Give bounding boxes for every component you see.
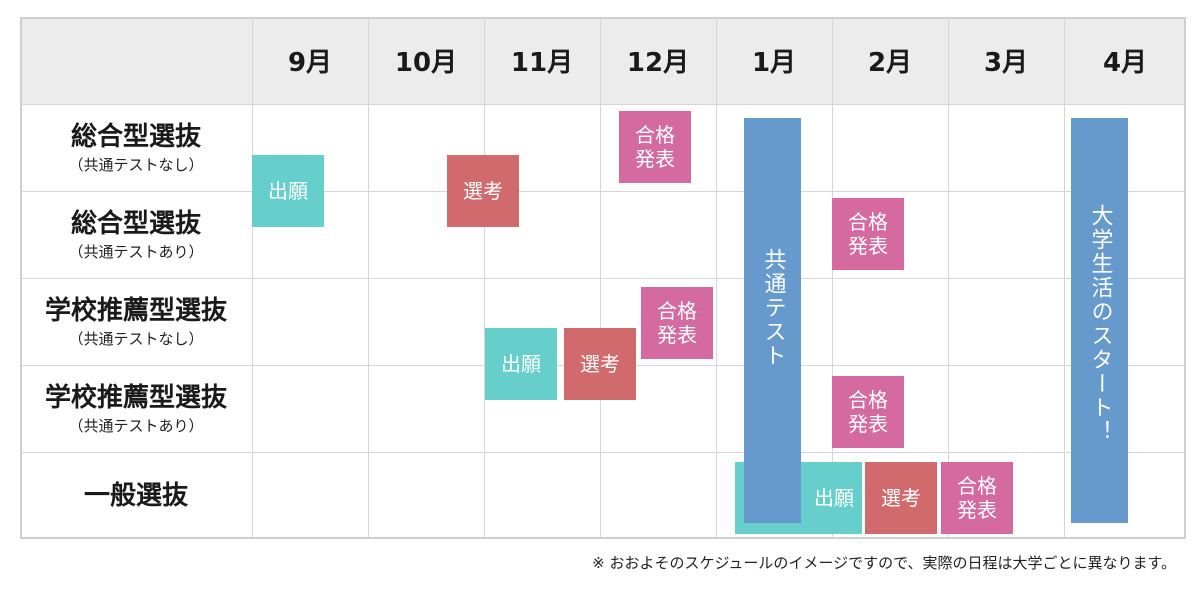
common-test-bar: 共通テスト <box>744 118 801 523</box>
grid-line <box>20 104 1186 105</box>
selection-bar: 選考 <box>447 155 519 227</box>
row-label-ippan: 一般選抜 <box>20 452 252 539</box>
month-header: 3月 <box>983 48 1029 78</box>
month-header: 12月 <box>626 48 690 78</box>
grid-line <box>20 278 1186 279</box>
month-header: 2月 <box>867 48 913 78</box>
row-title: 学校推薦型選抜 <box>44 295 227 326</box>
application-bar: 出願 <box>485 328 557 400</box>
row-label-sogo-no-test: 総合型選抜 （共通テストなし） <box>20 104 252 191</box>
result-label: 合格 発表 <box>848 210 888 258</box>
month-header: 11月 <box>510 48 574 78</box>
row-title: 一般選抜 <box>83 480 188 511</box>
month-header: 9月 <box>287 48 333 78</box>
result-bar: 合格 発表 <box>641 287 713 359</box>
selection-bar: 選考 <box>865 462 937 534</box>
month-header: 1月 <box>751 48 797 78</box>
grid-line <box>20 452 1186 453</box>
row-subtitle: （共通テストなし） <box>68 155 204 174</box>
row-subtitle: （共通テストなし） <box>68 329 204 348</box>
result-label: 合格 発表 <box>848 388 888 436</box>
month-header: 10月 <box>394 48 458 78</box>
result-label: 合格 発表 <box>657 299 697 347</box>
application-label: 出願 <box>501 352 541 376</box>
row-label-sogo-with-test: 総合型選抜 （共通テストあり） <box>20 191 252 278</box>
university-start-label: 大学生活のスタート！ <box>1087 204 1113 444</box>
row-subtitle: （共通テストあり） <box>68 242 204 261</box>
row-title: 総合型選抜 <box>70 208 201 239</box>
result-label: 合格 発表 <box>635 123 675 171</box>
result-bar: 合格 発表 <box>619 111 691 183</box>
university-start-bar: 大学生活のスタート！ <box>1071 118 1128 523</box>
grid-border <box>20 17 1186 539</box>
application-label: 出願 <box>814 486 854 510</box>
grid-line <box>20 191 1186 192</box>
header-row <box>20 17 1186 104</box>
row-label-suisen-with-test: 学校推薦型選抜 （共通テストあり） <box>20 365 252 452</box>
result-bar: 合格 発表 <box>832 198 904 270</box>
footnote: ※ おおよそのスケジュールのイメージですので、実際の日程は大学ごとに異なります。 <box>592 554 1176 572</box>
selection-label: 選考 <box>580 352 620 376</box>
schedule-grid: 9月 10月 11月 12月 1月 2月 3月 4月 総合型選抜 （共通テストな… <box>20 17 1186 539</box>
result-label: 合格 発表 <box>957 474 997 522</box>
row-label-suisen-no-test: 学校推薦型選抜 （共通テストなし） <box>20 278 252 365</box>
application-label: 出願 <box>268 179 308 203</box>
common-test-label: 共通テスト <box>760 248 786 368</box>
month-header: 4月 <box>1102 48 1148 78</box>
result-bar: 合格 発表 <box>941 462 1013 534</box>
application-bar: 出願 <box>252 155 324 227</box>
row-title: 学校推薦型選抜 <box>44 382 227 413</box>
row-title: 総合型選抜 <box>70 121 201 152</box>
selection-bar: 選考 <box>564 328 636 400</box>
selection-label: 選考 <box>881 486 921 510</box>
result-bar: 合格 発表 <box>832 376 904 448</box>
row-subtitle: （共通テストあり） <box>68 416 204 435</box>
selection-label: 選考 <box>463 179 503 203</box>
